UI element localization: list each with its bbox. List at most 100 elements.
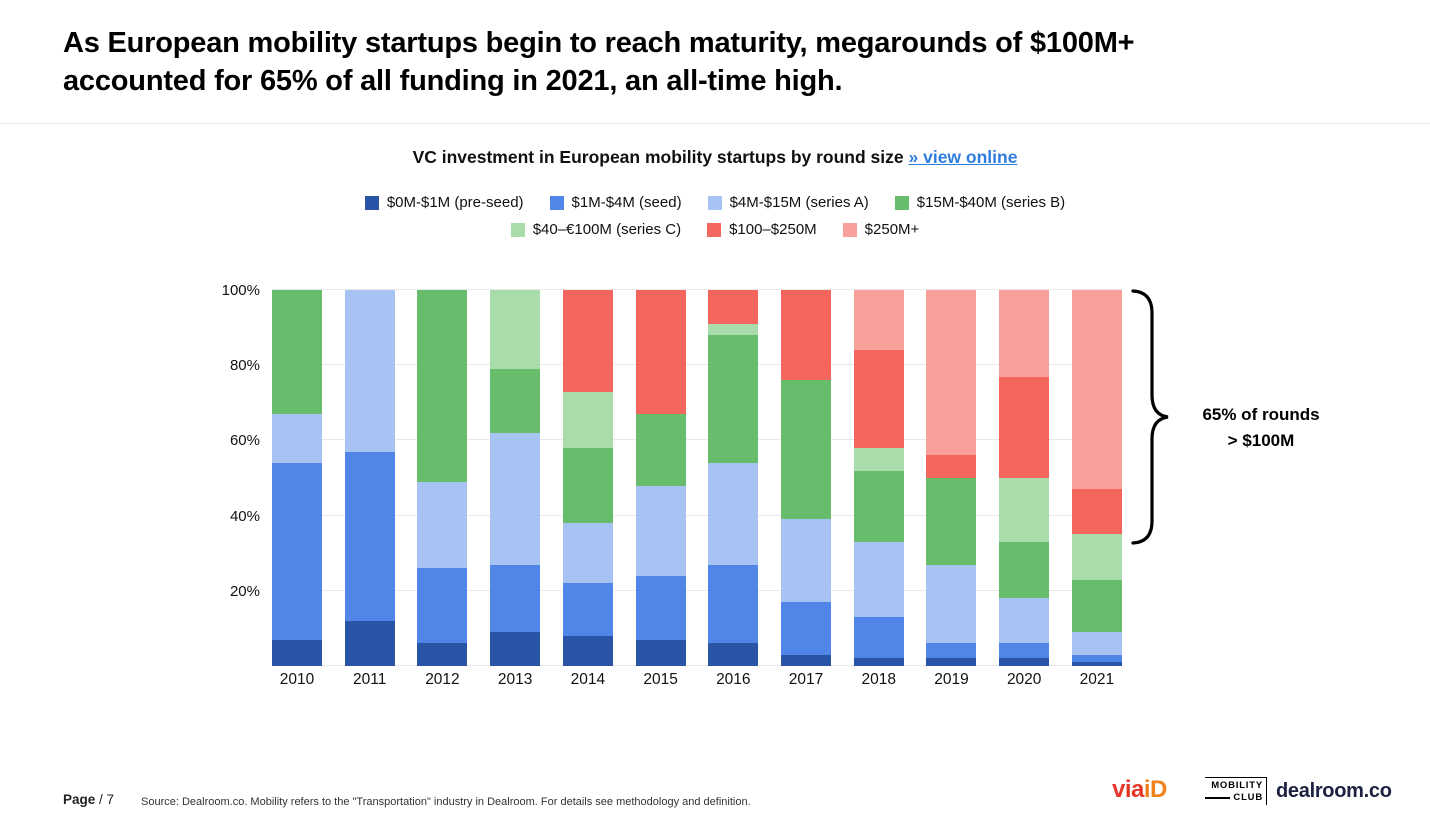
y-tick-label: 60%	[229, 432, 260, 450]
x-tick-label: 2013	[497, 671, 533, 688]
bar-segment	[344, 451, 395, 621]
y-tick-label: 80%	[229, 357, 260, 375]
legend-swatch-icon	[707, 195, 722, 210]
bar-segment	[562, 391, 613, 448]
legend-swatch-icon	[364, 195, 379, 210]
x-tick-label: 2016	[716, 671, 751, 688]
megaround-annotation: 65% of rounds > $100M	[1178, 402, 1344, 455]
bar-segment	[490, 632, 541, 666]
annotation-line1: 65% of rounds	[1202, 405, 1320, 424]
bar-segment	[1071, 632, 1122, 655]
page-title: As European mobility startups begin to r…	[63, 27, 1135, 98]
bar-segment	[999, 658, 1050, 666]
bar-segment	[708, 323, 759, 336]
bar-segment	[708, 335, 759, 463]
bar-segment	[853, 470, 904, 542]
legend-item-2: $1M-$4M (seed)	[549, 194, 682, 211]
gridline	[272, 589, 1122, 591]
x-tick-label: 2012	[425, 671, 460, 688]
x-tick-label: 2011	[353, 671, 387, 688]
bar-segment	[490, 369, 541, 433]
x-tick-label: 2020	[1006, 671, 1042, 688]
view-online-link[interactable]: » view online	[908, 147, 1018, 167]
bar-segment	[1071, 489, 1122, 535]
x-tick-label: 2014	[570, 671, 606, 688]
bar-2017	[781, 290, 832, 666]
bar-segment	[344, 290, 395, 452]
legend-item-5: $40–€100M (series C)	[510, 221, 682, 238]
bar-segment	[490, 564, 541, 633]
bar-segment	[781, 380, 832, 520]
legend-item-3: $4M-$15M (series A)	[707, 194, 869, 211]
bar-segment	[1071, 662, 1122, 666]
legend-label: $4M-$15M (series A)	[729, 194, 869, 211]
bar-segment	[1071, 290, 1122, 490]
bar-segment	[781, 519, 832, 603]
annotation-line2: > $100M	[1227, 431, 1295, 451]
mobility-club-logo: MOBILITY CLUB	[1205, 777, 1267, 805]
bar-segment	[635, 290, 686, 415]
x-tick-label: 2019	[934, 671, 969, 688]
bar-segment	[635, 414, 686, 486]
header-divider	[0, 123, 1430, 124]
legend-label: $40–€100M (series C)	[532, 221, 682, 238]
bar-2013	[490, 290, 541, 666]
bar-segment	[272, 290, 322, 415]
bar-2016	[708, 290, 759, 666]
y-axis: 20% 40% 60% 80% 100%	[168, 282, 260, 666]
bar-segment	[853, 447, 904, 471]
y-tick-label: 20%	[229, 582, 260, 600]
legend-swatch-icon	[549, 195, 564, 210]
mobility-club-line2: CLUB	[1233, 791, 1263, 803]
legend-row: $40–€100M (series C) $100–$250M $250M+	[510, 221, 920, 238]
via-id-logo: viaiD	[1112, 776, 1167, 803]
bar-2014	[562, 290, 613, 666]
bar-segment	[417, 290, 468, 482]
bar-segment	[926, 290, 977, 456]
x-tick-label: 2010	[279, 671, 315, 688]
bar-2015	[635, 290, 686, 666]
legend-swatch-icon	[510, 222, 525, 237]
bar-segment	[999, 541, 1050, 599]
bar-segment	[272, 639, 322, 666]
legend-label: $0M-$1M (pre-seed)	[386, 194, 524, 211]
bar-segment	[635, 639, 686, 666]
bar-segment	[926, 658, 977, 666]
bar-segment	[708, 462, 759, 565]
bar-2010	[272, 290, 322, 666]
bar-segment	[490, 290, 541, 369]
bar-segment	[562, 523, 613, 584]
bar-segment	[781, 602, 832, 655]
x-tick-label: 2015	[643, 671, 678, 688]
chart-legend: $0M-$1M (pre-seed) $1M-$4M (seed) $4M-$15M…	[0, 194, 1430, 238]
chart-title: VC investment in European mobility start…	[0, 147, 1430, 168]
bar-segment	[417, 568, 468, 644]
legend-label: $250M+	[864, 221, 920, 238]
bar-2012	[417, 290, 468, 666]
y-tick-label: 40%	[229, 507, 260, 525]
legend-swatch-icon	[842, 222, 857, 237]
bar-segment	[999, 598, 1050, 644]
mobility-club-line1: MOBILITY	[1211, 780, 1263, 791]
bar-segment	[926, 643, 977, 659]
bar-segment	[490, 432, 541, 565]
bar-segment	[708, 643, 759, 666]
bar-segment	[999, 290, 1050, 377]
page-number: Page / 7	[63, 792, 115, 807]
bars	[272, 290, 1122, 666]
bar-segment	[635, 485, 686, 576]
bar-segment	[926, 478, 977, 565]
bar-segment	[562, 447, 613, 524]
source-note: Source: Dealroom.co. Mobility refers to …	[141, 796, 751, 808]
legend-swatch-icon	[707, 222, 722, 237]
bar-segment	[417, 481, 468, 569]
x-tick-label: 2018	[861, 671, 896, 688]
curly-brace-icon	[1131, 289, 1169, 545]
bar-segment	[635, 575, 686, 640]
bar-segment	[781, 290, 832, 381]
chart-title-text: VC investment in European mobility start…	[412, 147, 904, 167]
bar-segment	[853, 658, 904, 666]
y-tick-label: 100%	[221, 282, 260, 299]
bar-segment	[999, 643, 1050, 659]
